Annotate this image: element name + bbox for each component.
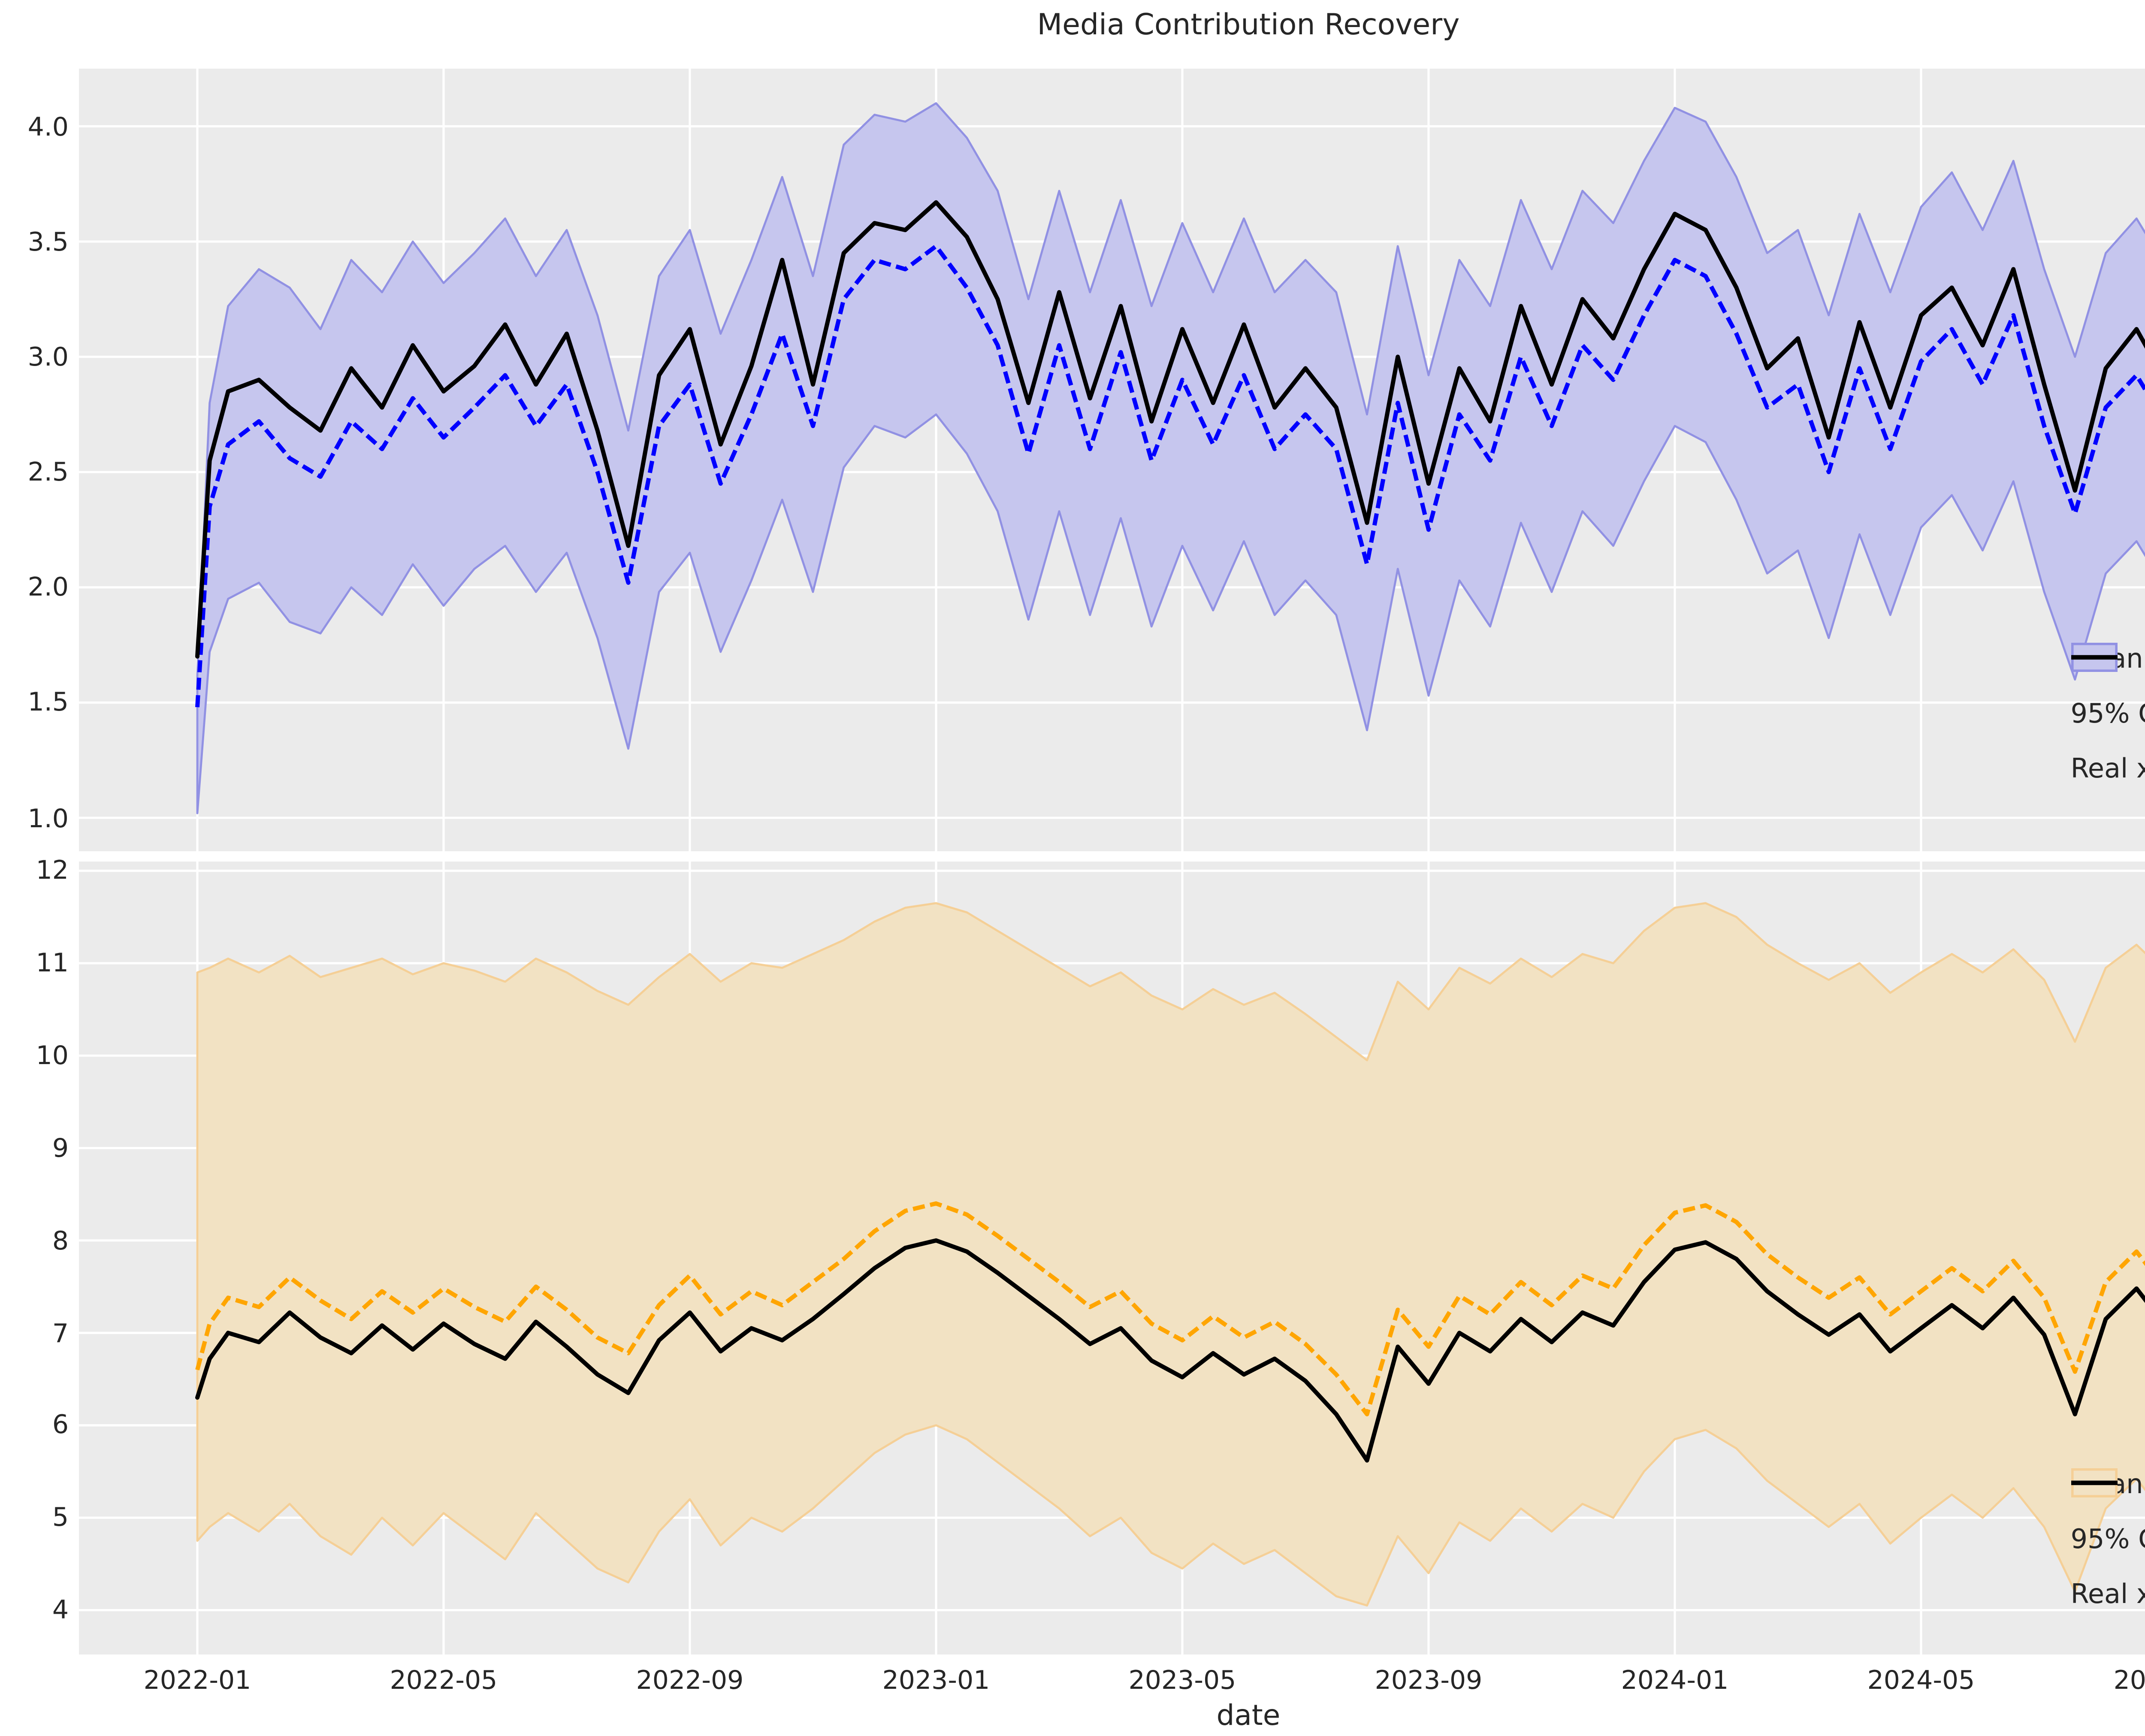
solid-line-sample-icon (2070, 655, 2117, 660)
x-tick-label: 2024-09 (2113, 1665, 2145, 1696)
legend-item-band-x2: 95% Credible Interval (2070, 1468, 2145, 1557)
x2-plot-area (79, 862, 2145, 1654)
y-tick-label: 6 (52, 1409, 69, 1441)
credible-interval-band (196, 902, 2145, 1607)
legend-label: Real x1 Effect (2070, 753, 2145, 784)
x-axis-label: date (1216, 1699, 1281, 1732)
x-tick-label: 2023-05 (1128, 1665, 1236, 1696)
x-tick-label: 2022-05 (390, 1665, 498, 1696)
mean-recover-line (195, 244, 2145, 708)
y-tick-label: 4.0 (27, 111, 69, 142)
legend-x2: Mean Recover x2 Effect 95% Credible Inte… (2070, 1467, 2145, 1612)
x-tick-label: 2022-01 (143, 1665, 251, 1696)
y-tick-label: 11 (36, 947, 69, 979)
solid-line-sample-icon (2070, 1480, 2117, 1485)
x-tick-label: 2023-01 (882, 1665, 990, 1696)
y-tick-label: 7 (52, 1317, 69, 1349)
panel-x2-effect: Mean Recover x2 Effect 95% Credible Inte… (79, 862, 2145, 1654)
legend-x1: Mean Recover x1 Effect 95% Credible Inte… (2070, 642, 2145, 786)
legend-label: Real x2 Effect (2070, 1579, 2145, 1610)
y-tick-label: 1.5 (27, 687, 69, 718)
y-tick-label: 12 (36, 855, 69, 886)
y-tick-label: 2.0 (27, 572, 69, 603)
panel-x1-effect: Mean Recover x1 Effect 95% Credible Inte… (79, 69, 2145, 851)
y-tick-label: 3.0 (27, 341, 69, 372)
legend-label: 95% Credible Interval (2070, 1524, 2145, 1555)
legend-item-band-x1: 95% Credible Interval (2070, 643, 2145, 731)
mean-recover-line (195, 1201, 2145, 1416)
y-tick-label: 8 (52, 1225, 69, 1256)
x-tick-label: 2023-09 (1375, 1665, 1483, 1696)
chart-title: Media Contribution Recovery (1037, 9, 1460, 43)
y-tick-label: 5 (52, 1502, 69, 1533)
legend-item-real-x1: Real x1 Effect (2070, 655, 2145, 786)
real-effect-line (195, 200, 2145, 659)
y-tick-label: 1.0 (27, 802, 69, 834)
y-tick-label: 2.5 (27, 457, 69, 488)
real-effect-line (195, 1238, 2145, 1463)
y-tick-label: 3.5 (27, 226, 69, 257)
y-tick-label: 10 (36, 1040, 69, 1071)
legend-item-real-x2: Real x2 Effect (2070, 1480, 2145, 1612)
x1-plot-area (79, 69, 2145, 851)
x-tick-label: 2024-05 (1867, 1665, 1975, 1696)
credible-interval-band (196, 102, 2145, 814)
x-tick-label: 2024-01 (1621, 1665, 1729, 1696)
x-tick-label: 2022-09 (636, 1665, 744, 1696)
legend-label: 95% Credible Interval (2070, 699, 2145, 729)
y-tick-label: 4 (52, 1594, 69, 1626)
y-tick-label: 9 (52, 1132, 69, 1164)
